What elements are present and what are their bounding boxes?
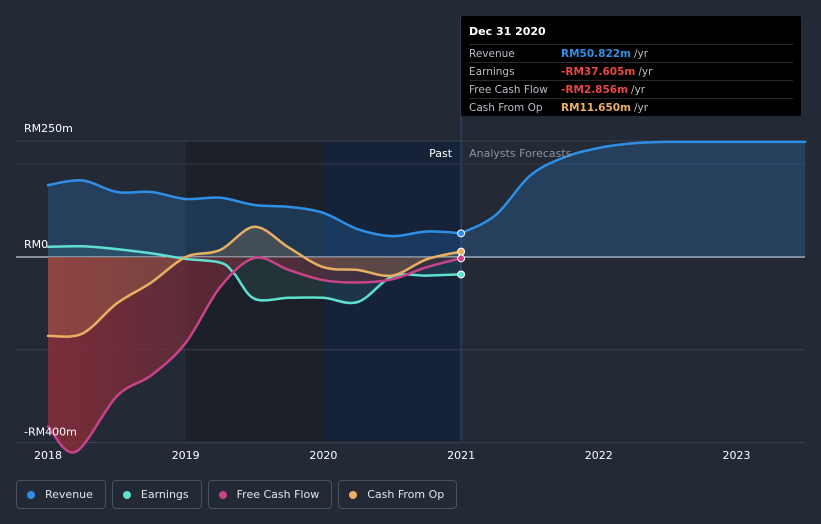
tooltip-value: RM11.650m	[561, 101, 631, 114]
tooltip-value: -RM37.605m	[561, 65, 636, 78]
tooltip-date: Dec 31 2020	[469, 25, 546, 38]
tooltip-value: -RM2.856m	[561, 83, 629, 96]
tooltip-unit: /yr	[631, 83, 646, 96]
tooltip-label: Free Cash Flow	[469, 83, 548, 96]
earnings-line	[46, 244, 463, 305]
legend-item-earnings[interactable]: Earnings	[111, 480, 202, 509]
legend-item-free-cash-flow[interactable]: Free Cash Flow	[207, 480, 333, 509]
free-cash-flow-area	[48, 257, 462, 453]
tooltip-row-revenue: Revenue RM50.822m /yr	[469, 44, 793, 62]
series-lines	[46, 140, 807, 454]
legend-dot-icon	[27, 490, 35, 499]
tooltip-row-earnings: Earnings -RM37.605m /yr	[469, 62, 793, 80]
revenue-line	[46, 179, 463, 238]
revenue-line-forecast	[459, 140, 807, 235]
legend-label: Cash From Op	[367, 488, 445, 501]
tooltip-unit: /yr	[634, 47, 649, 60]
x-tick-label: 2019	[172, 449, 200, 462]
revenue-area	[48, 141, 806, 257]
past-recent-region	[323, 141, 462, 441]
series-fills	[48, 141, 806, 453]
x-tick-label: 2022	[585, 449, 613, 462]
cash-from-op-area	[48, 226, 462, 337]
legend-dot-icon	[218, 490, 227, 499]
x-tick-label: 2023	[723, 449, 751, 462]
tooltip-label: Earnings	[469, 65, 515, 78]
legend-label: Earnings	[140, 488, 189, 501]
tooltip-label: Revenue	[469, 47, 515, 60]
tooltip-row-cfo: Cash From Op RM11.650m /yr	[469, 98, 793, 116]
earnings-endpoint-dot	[457, 270, 466, 279]
tooltip-value: RM50.822m	[561, 47, 631, 60]
x-tick-label: 2018	[34, 449, 62, 462]
legend: Revenue Earnings Free Cash Flow Cash Fro…	[16, 480, 458, 509]
legend-label: Free Cash Flow	[236, 488, 320, 501]
chart-background	[185, 16, 462, 441]
legend-item-revenue[interactable]: Revenue	[16, 480, 106, 509]
tooltip-unit: /yr	[634, 101, 649, 114]
x-tick-label: 2020	[309, 449, 337, 462]
y-tick-label: RM0	[24, 238, 48, 251]
legend-dot-icon	[122, 490, 131, 499]
revenue-endpoint-dot	[457, 229, 466, 238]
free-cash-flow-line	[46, 256, 463, 454]
chart-labels: RM250m RM0 -RM400m 2018 2019 2020 2021 2022 2023…	[24, 122, 751, 462]
forecast-label: Analysts Forecasts	[469, 147, 572, 160]
cash-from-op-line	[46, 225, 463, 338]
cash-from-op-endpoint-dot	[457, 247, 466, 256]
series-endpoints	[457, 229, 466, 279]
y-tick-label: -RM400m	[24, 426, 77, 439]
legend-label: Revenue	[45, 488, 93, 501]
tooltip-row-fcf: Free Cash Flow -RM2.856m /yr	[469, 80, 793, 98]
tooltip-unit: /yr	[638, 65, 653, 78]
free-cash-flow-endpoint-dot	[457, 254, 466, 263]
legend-dot-icon	[349, 490, 358, 499]
tooltip: Dec 31 2020 Revenue RM50.822m /yr Earnin…	[461, 16, 801, 116]
tooltip-label: Cash From Op	[469, 101, 543, 114]
legend-item-cash-from-op[interactable]: Cash From Op	[338, 480, 458, 509]
x-tick-label: 2021	[447, 449, 475, 462]
past-label: Past	[429, 147, 453, 160]
y-tick-label: RM250m	[24, 122, 73, 135]
